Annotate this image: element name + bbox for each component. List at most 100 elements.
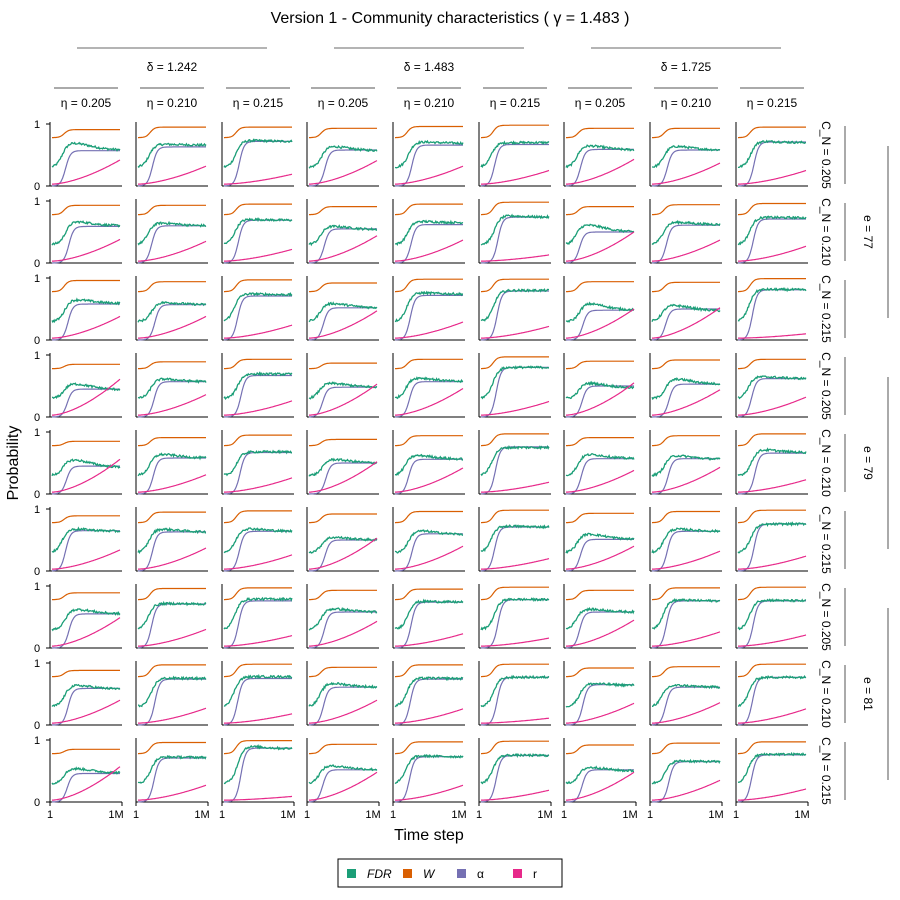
panel: 10	[34, 119, 122, 193]
panel	[392, 122, 465, 187]
y-tick-label: 0	[34, 181, 40, 193]
series-line-alpha	[651, 458, 720, 495]
panel	[135, 661, 208, 726]
series-line-W	[652, 435, 720, 447]
series-line-W	[652, 281, 720, 293]
panel	[563, 584, 636, 649]
panel	[563, 430, 636, 495]
series-line-W	[738, 663, 806, 678]
panel	[649, 353, 722, 418]
series-line-alpha	[566, 309, 634, 341]
series-line-r	[138, 547, 207, 570]
y-tick-label: 0	[34, 797, 40, 809]
series-line-W	[138, 741, 206, 755]
panel	[563, 661, 636, 726]
x-tick-label: 1M	[280, 809, 295, 821]
series-line-W	[224, 510, 292, 524]
panel	[306, 430, 379, 495]
panel	[563, 122, 636, 187]
series-line-FDR	[137, 600, 207, 630]
series-line-W	[52, 129, 120, 139]
panel	[392, 276, 465, 341]
panel	[478, 430, 551, 495]
series-line-r	[224, 554, 293, 570]
series-line-W	[481, 433, 549, 447]
series-line-W	[309, 362, 377, 370]
series-line-W	[481, 356, 549, 370]
panel	[563, 353, 636, 418]
legend-swatch-W	[403, 869, 412, 878]
series-line-r	[138, 394, 207, 416]
x-tick-label: 1	[47, 809, 53, 821]
series-line-alpha	[566, 458, 634, 495]
series-line-alpha	[480, 446, 549, 495]
panel	[392, 353, 465, 418]
series-line-r	[481, 481, 550, 493]
series-line-W	[224, 663, 292, 678]
panel	[306, 276, 379, 341]
x-tick-label: 1M	[537, 809, 552, 821]
series-line-W	[224, 740, 292, 755]
panel	[135, 584, 208, 649]
series-line-W	[309, 589, 377, 601]
panel	[735, 122, 808, 187]
series-line-r	[652, 239, 721, 262]
row-label: C_N = 0.215	[819, 275, 833, 343]
series-line-FDR	[651, 454, 721, 478]
series-line-FDR	[308, 457, 378, 477]
y-tick-label: 1	[34, 504, 40, 516]
series-line-r	[652, 702, 721, 724]
series-line-FDR	[223, 596, 293, 630]
series-line-W	[395, 203, 463, 216]
series-line-r	[395, 467, 464, 493]
panel	[735, 738, 808, 803]
series-line-FDR	[565, 452, 635, 477]
panel	[649, 507, 722, 572]
row-label: C_N = 0.215	[819, 506, 833, 574]
x-tick-label: 1M	[622, 809, 637, 821]
series-line-FDR	[51, 458, 121, 477]
panel	[563, 507, 636, 572]
series-line-W	[138, 511, 206, 524]
series-line-FDR	[223, 673, 293, 707]
series-line-FDR	[394, 290, 464, 323]
series-line-r	[738, 708, 807, 724]
series-line-alpha	[652, 383, 720, 418]
series-line-W	[224, 358, 292, 370]
x-tick-label: 1M	[194, 809, 209, 821]
series-line-W	[309, 282, 377, 293]
series-line-alpha	[651, 686, 720, 726]
series-line-r	[481, 400, 550, 416]
series-line-W	[566, 744, 634, 755]
series-line-FDR	[737, 751, 807, 784]
series-line-FDR	[223, 217, 293, 245]
series-line-W	[224, 434, 292, 447]
series-line-r	[481, 558, 550, 570]
column-label: η = 0.210	[147, 96, 198, 110]
series-line-FDR	[137, 300, 207, 323]
panel	[735, 661, 808, 726]
panel	[135, 430, 208, 495]
series-line-W	[52, 279, 120, 293]
series-line-W	[652, 204, 720, 216]
x-tick-label: 1	[304, 809, 310, 821]
panel	[221, 199, 294, 264]
series-line-alpha	[395, 224, 463, 264]
series-line-alpha	[223, 219, 292, 264]
series-line-FDR	[51, 608, 121, 632]
series-line-FDR	[651, 303, 721, 323]
panel: 10	[34, 273, 122, 347]
series-line-r	[309, 461, 378, 493]
series-line-alpha	[395, 294, 463, 341]
series-line-r	[566, 308, 635, 339]
panel	[735, 507, 808, 572]
series-line-alpha	[224, 295, 292, 341]
legend-label-alpha: α	[477, 867, 484, 881]
series-line-W	[395, 358, 463, 370]
series-line-W	[224, 279, 292, 293]
x-tick-label: 1	[733, 809, 739, 821]
series-line-r	[738, 788, 807, 801]
series-line-r	[652, 389, 721, 416]
series-line-alpha	[652, 224, 720, 264]
